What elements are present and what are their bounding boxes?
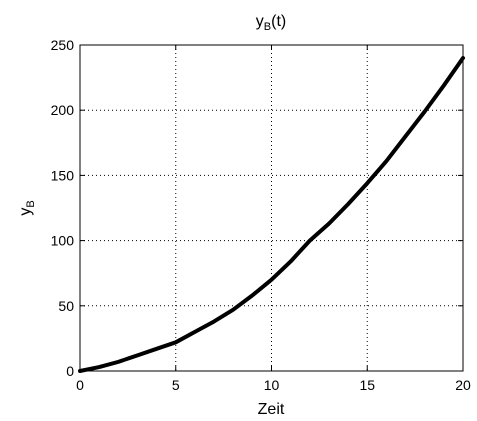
series-line: [78, 56, 465, 373]
x-axis: 0 5 10 15 20: [76, 45, 471, 393]
chart-title-main: y: [256, 13, 264, 30]
y-tick-label: 150: [51, 167, 75, 183]
y-tick-label: 50: [58, 298, 74, 314]
y-axis-label-sub: B: [25, 200, 37, 207]
chart-title-sub: B: [264, 21, 271, 33]
x-tick-label: 5: [172, 377, 180, 393]
y-tick-label: 0: [66, 363, 74, 379]
x-tick-label: 20: [455, 377, 471, 393]
y-axis-label-main: y: [17, 208, 34, 216]
chart-title: yB(t): [256, 13, 286, 33]
y-tick-label: 200: [51, 102, 75, 118]
y-tick-label: 100: [51, 233, 75, 249]
chart-title-tail: (t): [271, 13, 286, 30]
x-tick-label: 0: [76, 377, 84, 393]
series-layer: [78, 56, 465, 373]
x-tick-label: 10: [264, 377, 280, 393]
x-axis-label: Zeit: [258, 401, 285, 418]
y-axis-label: yB: [17, 200, 37, 215]
y-axis: 0 50 100 150 200 250: [51, 37, 463, 379]
x-tick-label: 15: [359, 377, 375, 393]
y-tick-label: 250: [51, 37, 75, 53]
